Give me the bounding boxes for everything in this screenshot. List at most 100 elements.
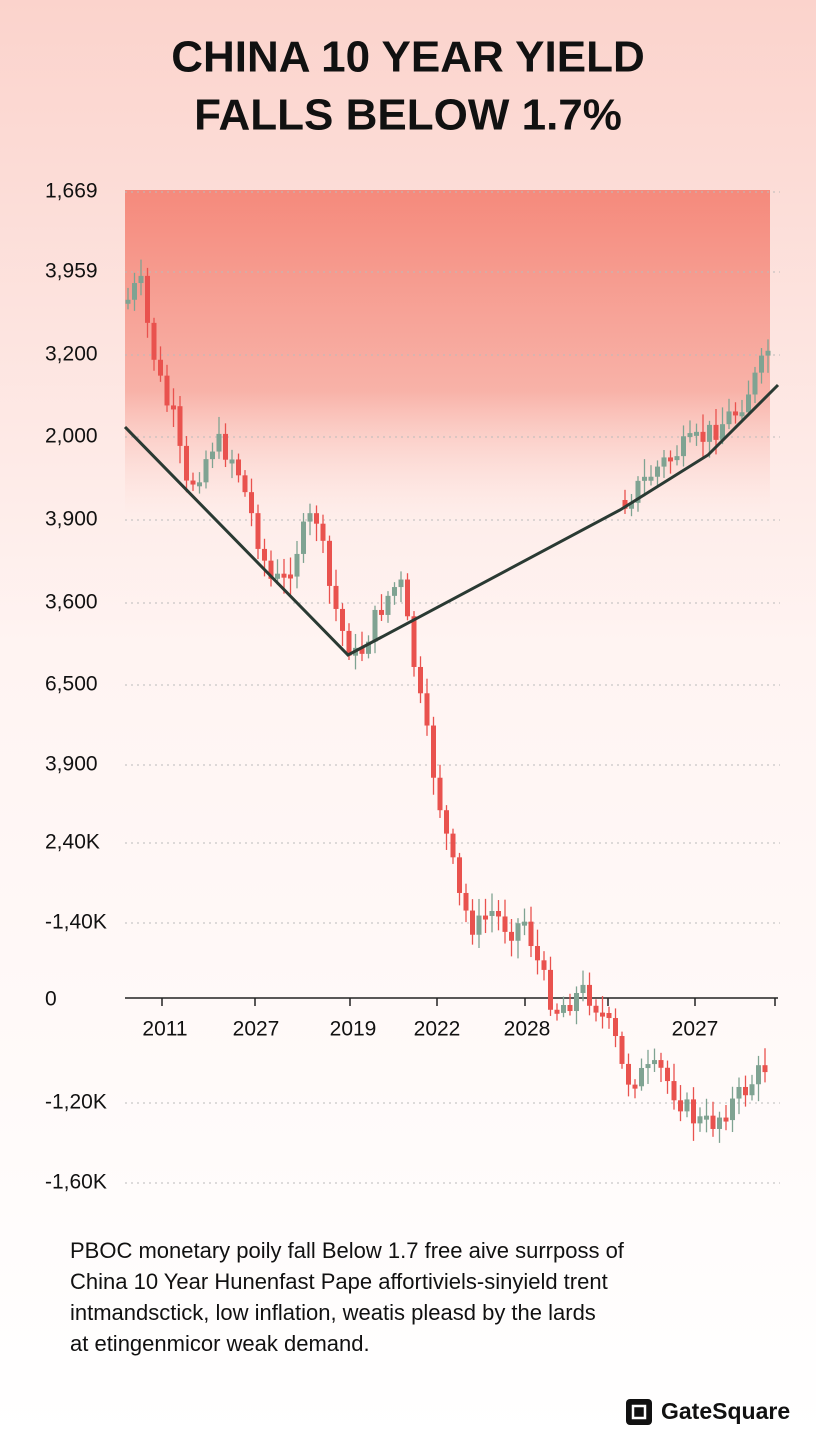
x-axis-label: 2022 — [414, 1018, 461, 1041]
candle-body — [652, 1060, 657, 1065]
candle-body — [320, 523, 326, 541]
candle-body — [431, 725, 436, 778]
candle-body — [275, 573, 280, 579]
x-axis-label: 2027 — [233, 1018, 280, 1041]
candle-body — [411, 616, 417, 667]
candle-body — [294, 553, 300, 577]
candle-body — [164, 375, 170, 406]
x-axis-label: 2027 — [672, 1018, 719, 1041]
candle-body — [470, 910, 475, 935]
candle-body — [528, 921, 534, 947]
title-line: CHINA 10 YEAR YIELD — [171, 33, 645, 82]
candle-body — [574, 993, 579, 1012]
candle-body — [736, 1086, 742, 1099]
candle-body — [489, 911, 495, 916]
candle-body — [463, 892, 469, 911]
candle-body — [249, 492, 254, 514]
candle-body — [392, 587, 397, 596]
candle-body — [437, 777, 443, 811]
y-axis-label: 2,000 — [45, 425, 98, 448]
candle-body — [587, 984, 592, 1006]
candle-body — [151, 322, 157, 360]
candle-body — [268, 560, 274, 579]
candle-body — [762, 1065, 768, 1073]
candle-body — [580, 984, 586, 994]
caption-line: at etingenmicor weak demand. — [70, 1331, 370, 1356]
candle-body — [730, 1098, 735, 1121]
candle-body — [203, 459, 209, 483]
candle-body — [158, 359, 163, 376]
caption-line: PBOC monetary poily fall Below 1.7 free … — [70, 1238, 625, 1263]
candle-body — [262, 548, 267, 561]
candle-body — [242, 475, 248, 493]
candle-body — [541, 960, 547, 970]
trend-line — [123, 383, 780, 657]
candle-body — [379, 609, 384, 615]
candle-body — [405, 579, 410, 617]
candle-body — [749, 1084, 755, 1096]
y-axis-label: -1,40K — [45, 911, 107, 934]
candle-body — [707, 424, 712, 442]
candle-body — [600, 1012, 605, 1017]
candle-body — [522, 921, 527, 926]
candle-body — [593, 1005, 599, 1013]
candle-body — [733, 411, 738, 416]
candle-body — [645, 1064, 651, 1069]
candle-body — [457, 857, 462, 893]
candle-body — [642, 476, 647, 481]
candle-body — [756, 1065, 761, 1085]
candle-body — [346, 630, 352, 656]
x-axis-label: 2011 — [142, 1018, 187, 1041]
candle-body — [759, 355, 764, 373]
candle-body — [567, 1004, 573, 1012]
candle-body — [639, 1067, 644, 1087]
candle-body — [340, 608, 345, 631]
highlight-zone — [125, 190, 770, 525]
x-axis-label: 2028 — [504, 1018, 551, 1041]
candle-body — [629, 502, 634, 509]
candle-body — [236, 459, 241, 476]
candle-body — [681, 436, 686, 457]
candle-body — [210, 451, 215, 460]
candle-body — [132, 283, 137, 300]
candle-body — [424, 693, 430, 726]
candle-body — [626, 1063, 631, 1085]
candle-body — [359, 647, 365, 654]
brand-icon-inner — [631, 1404, 647, 1420]
candle-body — [765, 350, 771, 356]
candle-body — [476, 915, 482, 935]
y-axis-label: 3,900 — [45, 753, 98, 776]
candle-body — [561, 1004, 566, 1013]
candle-body — [713, 424, 719, 440]
candle-body — [398, 579, 404, 588]
y-axis-label: 2,40K — [45, 831, 100, 854]
candle-body — [697, 1116, 703, 1124]
candle-body — [450, 833, 456, 858]
candle-body — [717, 1117, 722, 1129]
candle-body — [668, 457, 673, 462]
candle-body — [418, 666, 423, 694]
candle-body — [658, 1060, 664, 1068]
x-axis-label: 2019 — [330, 1018, 377, 1041]
candle-body — [700, 431, 706, 442]
candle-body — [197, 482, 202, 487]
y-axis-label: 3,900 — [45, 508, 98, 531]
candle-body — [622, 500, 628, 509]
candle-body — [301, 521, 306, 554]
candle-body — [216, 433, 222, 452]
candle-body — [535, 946, 540, 961]
candle-body — [687, 433, 693, 438]
candle-body — [190, 480, 196, 485]
candle-body — [288, 574, 293, 579]
candle-body — [177, 406, 183, 446]
candle-body — [710, 1115, 716, 1129]
candle-body — [648, 476, 654, 481]
candle-body — [229, 459, 235, 464]
candle-body — [723, 1117, 729, 1122]
candle-body — [138, 275, 144, 284]
title-line: FALLS BELOW 1.7% — [194, 91, 622, 140]
y-axis-label: 1,669 — [45, 180, 98, 203]
candle-body — [678, 1100, 683, 1112]
candle-body — [184, 445, 189, 481]
